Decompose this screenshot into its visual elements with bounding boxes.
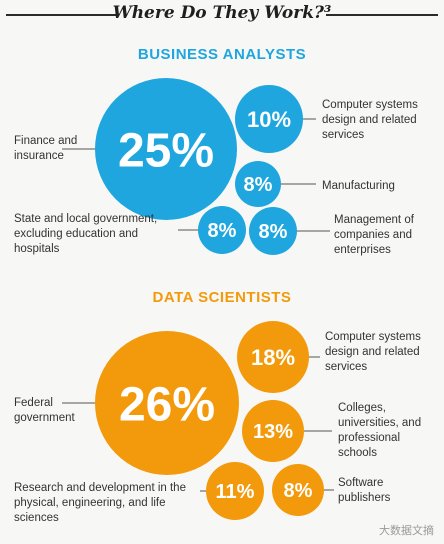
ba-bubble-value: 8% xyxy=(208,220,237,242)
ba-bubble xyxy=(95,78,237,220)
title-rule-right xyxy=(326,14,438,16)
ds-bubble-value: 8% xyxy=(284,480,313,502)
ds-bubble xyxy=(206,462,264,520)
ba-label-state-local-gov: State and local government, excluding ed… xyxy=(14,213,158,255)
ds-bubble-value: 13% xyxy=(253,421,293,443)
header: Where Do They Work?³ xyxy=(0,0,444,30)
page-title: Where Do They Work?³ xyxy=(112,3,332,23)
business-analysts-title: BUSINESS ANALYSTS xyxy=(137,46,307,63)
ba-bubble xyxy=(235,161,281,207)
ds-bubble xyxy=(237,321,309,393)
ba-bubble xyxy=(235,85,303,153)
ds-bubble xyxy=(242,400,304,462)
ds-bubble-value: 26% xyxy=(119,378,215,431)
watermark-text: 大数据文摘 xyxy=(379,524,434,537)
ba-bubble-value: 10% xyxy=(247,107,291,132)
ba-bubble-value: 8% xyxy=(244,174,273,196)
title-rule-left xyxy=(6,14,118,16)
ds-label-computer-systems: Computer systems design and related serv… xyxy=(325,331,421,373)
ds-bubble-value: 18% xyxy=(251,345,295,370)
ba-label-management: Management of companies and enterprises xyxy=(334,214,414,256)
ba-label-computer-systems: Computer systems design and related serv… xyxy=(322,99,418,141)
ds-label-federal-gov: Federal government xyxy=(14,397,75,424)
ds-label-colleges: Colleges, universities, and professional… xyxy=(338,402,422,459)
ba-bubble xyxy=(249,207,297,255)
ba-label-finance: Finance and insurance xyxy=(14,135,78,162)
ba-bubble xyxy=(198,206,246,254)
ds-label-software: Software publishers xyxy=(338,477,391,504)
data-scientists-title: DATA SCIENTISTS xyxy=(152,289,292,306)
ds-label-research-dev: Research and development in the physical… xyxy=(14,482,186,524)
ds-bubble xyxy=(272,464,324,516)
ds-bubble xyxy=(95,331,239,475)
ba-bubble-value: 8% xyxy=(259,221,288,243)
ba-bubble-value: 25% xyxy=(118,124,214,177)
ba-label-manufacturing: Manufacturing xyxy=(322,180,395,192)
ds-bubble-value: 11% xyxy=(216,481,255,503)
